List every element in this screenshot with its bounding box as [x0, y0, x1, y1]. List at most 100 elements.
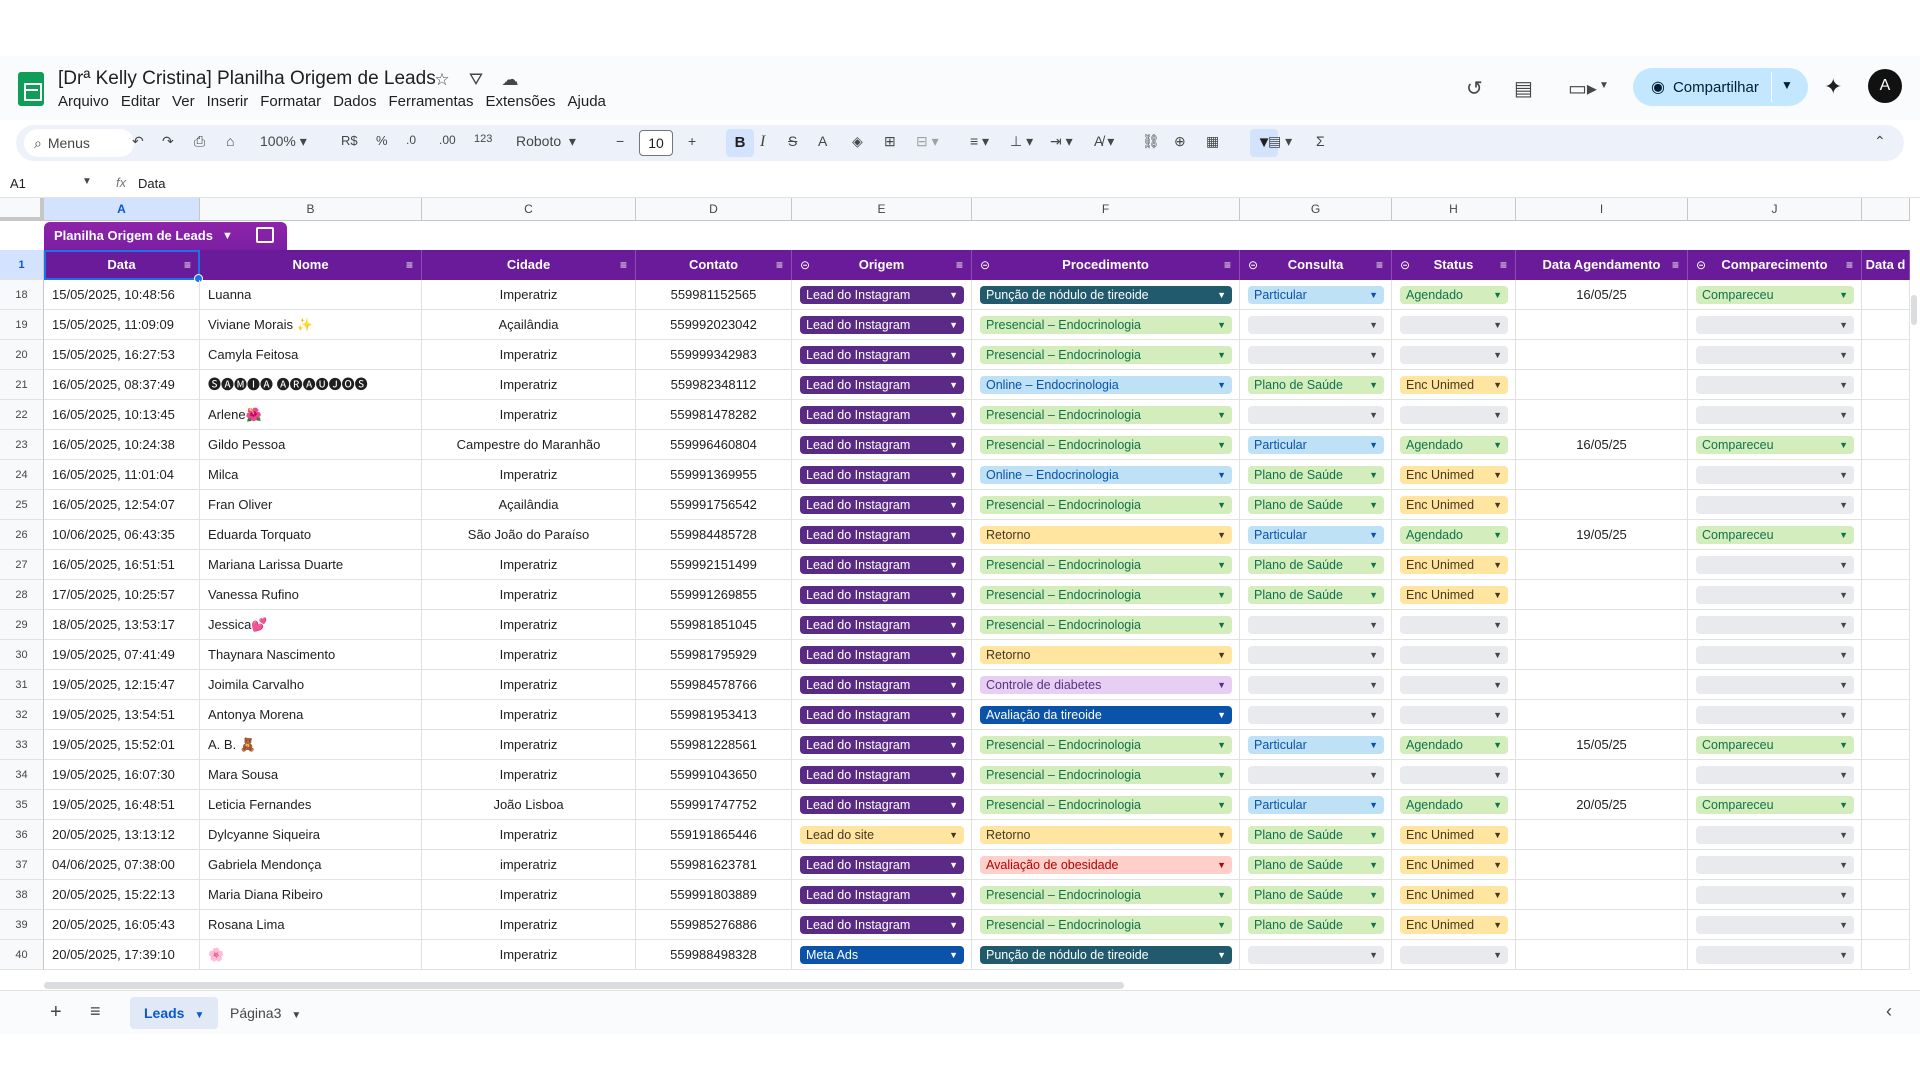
comp-cell[interactable]: Compareceu ▼ — [1688, 430, 1862, 460]
proc-dropdown-chip[interactable]: Controle de diabetes ▼ — [980, 676, 1232, 694]
sheet-tab-leads[interactable]: Leads ▼ — [130, 997, 219, 1029]
consulta-cell[interactable]: Plano de Saúde ▼ — [1240, 850, 1392, 880]
consulta-dropdown-chip[interactable]: Particular ▼ — [1248, 286, 1384, 304]
cidade-cell[interactable]: Açailândia — [422, 310, 636, 340]
nome-cell[interactable]: Thaynara Nascimento — [200, 640, 422, 670]
overflow-cell[interactable] — [1862, 370, 1910, 400]
status-dropdown-chip[interactable]: Enc Unimed ▼ — [1400, 466, 1508, 484]
column-filter-icon[interactable]: ≡ — [405, 258, 413, 272]
origem-cell[interactable]: Meta Ads ▼ — [792, 940, 972, 970]
origem-cell[interactable]: Lead do Instagram ▼ — [792, 670, 972, 700]
agend-cell[interactable] — [1516, 910, 1688, 940]
data-cell[interactable]: 16/05/2025, 10:13:45 — [44, 400, 200, 430]
agend-cell[interactable] — [1516, 370, 1688, 400]
consulta-dropdown-chip[interactable]: ▼ — [1248, 766, 1384, 784]
paint-format-icon[interactable]: ⌂ — [226, 133, 235, 149]
proc-cell[interactable]: Presencial – Endocrinologia ▼ — [972, 760, 1240, 790]
cidade-cell[interactable]: Imperatriz — [422, 280, 636, 310]
comp-dropdown-chip[interactable]: ▼ — [1696, 376, 1854, 394]
overflow-cell[interactable] — [1862, 910, 1910, 940]
proc-cell[interactable]: Presencial – Endocrinologia ▼ — [972, 550, 1240, 580]
filter-icon[interactable]: ▼ — [1250, 129, 1278, 157]
decrease-font-size-icon[interactable]: − — [616, 133, 625, 149]
status-dropdown-chip[interactable]: Enc Unimed ▼ — [1400, 586, 1508, 604]
share-menu-chevron-icon[interactable]: ▼ — [1781, 78, 1793, 92]
proc-cell[interactable]: Retorno ▼ — [972, 640, 1240, 670]
comments-icon[interactable]: ▤ — [1514, 78, 1533, 100]
overflow-cell[interactable] — [1862, 340, 1910, 370]
star-icon[interactable]: ☆ — [434, 70, 450, 89]
consulta-cell[interactable]: Plano de Saúde ▼ — [1240, 370, 1392, 400]
comp-dropdown-chip[interactable]: Compareceu ▼ — [1696, 436, 1854, 454]
proc-dropdown-chip[interactable]: Presencial – Endocrinologia ▼ — [980, 766, 1232, 784]
overflow-cell[interactable] — [1862, 880, 1910, 910]
comp-dropdown-chip[interactable]: ▼ — [1696, 586, 1854, 604]
data-cell[interactable]: 17/05/2025, 10:25:57 — [44, 580, 200, 610]
consulta-cell[interactable]: ▼ — [1240, 400, 1392, 430]
nome-cell[interactable]: Mara Sousa — [200, 760, 422, 790]
cidade-cell[interactable]: Imperatriz — [422, 940, 636, 970]
consulta-dropdown-chip[interactable]: Particular ▼ — [1248, 436, 1384, 454]
cidade-cell[interactable]: Imperatriz — [422, 760, 636, 790]
column-filter-icon[interactable]: ≡ — [1845, 258, 1853, 272]
row-header[interactable]: 25 — [0, 490, 44, 520]
menu-ferramentas[interactable]: Ferramentas — [388, 93, 474, 110]
contato-cell[interactable]: 559992151499 — [636, 550, 792, 580]
consulta-cell[interactable]: ▼ — [1240, 610, 1392, 640]
proc-cell[interactable]: Presencial – Endocrinologia ▼ — [972, 400, 1240, 430]
menu-editar[interactable]: Editar — [120, 93, 161, 110]
comp-dropdown-chip[interactable]: ▼ — [1696, 946, 1854, 964]
column-filter-icon[interactable]: ≡ — [183, 258, 191, 272]
proc-dropdown-chip[interactable]: Presencial – Endocrinologia ▼ — [980, 886, 1232, 904]
consulta-dropdown-chip[interactable]: ▼ — [1248, 616, 1384, 634]
origem-dropdown-chip[interactable]: Lead do Instagram ▼ — [800, 766, 964, 784]
consulta-dropdown-chip[interactable]: Plano de Saúde ▼ — [1248, 496, 1384, 514]
agend-cell[interactable]: 16/05/25 — [1516, 430, 1688, 460]
comp-cell[interactable]: Compareceu ▼ — [1688, 520, 1862, 550]
consulta-cell[interactable]: Plano de Saúde ▼ — [1240, 550, 1392, 580]
proc-dropdown-chip[interactable]: Online – Endocrinologia ▼ — [980, 376, 1232, 394]
consulta-dropdown-chip[interactable]: Plano de Saúde ▼ — [1248, 376, 1384, 394]
overflow-cell[interactable] — [1862, 940, 1910, 970]
vertical-scroll-thumb[interactable] — [1911, 295, 1917, 325]
formula-input[interactable]: Data — [138, 176, 166, 191]
status-dropdown-chip[interactable]: Enc Unimed ▼ — [1400, 916, 1508, 934]
zoom-select[interactable]: 100% ▾ — [260, 133, 307, 149]
increase-decimal-button[interactable]: .00 — [439, 133, 456, 147]
origem-dropdown-chip[interactable]: Lead do Instagram ▼ — [800, 646, 964, 664]
agend-cell[interactable]: 15/05/25 — [1516, 730, 1688, 760]
nome-cell[interactable]: Antonya Morena — [200, 700, 422, 730]
status-dropdown-chip[interactable]: Agendado ▼ — [1400, 736, 1508, 754]
cidade-cell[interactable]: Imperatriz — [422, 880, 636, 910]
cloud-saved-icon[interactable]: ☁ — [501, 70, 519, 89]
origem-dropdown-chip[interactable]: Lead do Instagram ▼ — [800, 616, 964, 634]
row-header[interactable]: 28 — [0, 580, 44, 610]
data-cell[interactable]: 16/05/2025, 10:24:38 — [44, 430, 200, 460]
overflow-cell[interactable] — [1862, 490, 1910, 520]
proc-dropdown-chip[interactable]: Presencial – Endocrinologia ▼ — [980, 916, 1232, 934]
origem-dropdown-chip[interactable]: Lead do Instagram ▼ — [800, 466, 964, 484]
font-size-input[interactable]: 10 — [639, 130, 673, 156]
comp-dropdown-chip[interactable]: ▼ — [1696, 316, 1854, 334]
cidade-cell[interactable]: Imperatriz — [422, 910, 636, 940]
row-header[interactable]: 35 — [0, 790, 44, 820]
horizontal-align-icon[interactable]: ≡ ▾ — [970, 133, 990, 149]
proc-cell[interactable]: Presencial – Endocrinologia ▼ — [972, 880, 1240, 910]
header-cell-0[interactable]: Data ≡ — [44, 250, 200, 280]
contato-cell[interactable]: 559981478282 — [636, 400, 792, 430]
nome-cell[interactable]: A. B. 🧸 — [200, 730, 422, 760]
origem-cell[interactable]: Lead do Instagram ▼ — [792, 760, 972, 790]
origem-cell[interactable]: Lead do Instagram ▼ — [792, 790, 972, 820]
status-dropdown-chip[interactable]: Agendado ▼ — [1400, 796, 1508, 814]
overflow-cell[interactable] — [1862, 550, 1910, 580]
status-cell[interactable]: ▼ — [1392, 310, 1516, 340]
comp-cell[interactable]: ▼ — [1688, 880, 1862, 910]
status-cell[interactable]: Agendado ▼ — [1392, 280, 1516, 310]
chevron-down-icon[interactable]: ▼ — [194, 1010, 205, 1021]
sheet-nav-left-icon[interactable]: ‹ — [1886, 1001, 1892, 1021]
status-cell[interactable]: Enc Unimed ▼ — [1392, 460, 1516, 490]
consulta-cell[interactable]: Plano de Saúde ▼ — [1240, 910, 1392, 940]
status-dropdown-chip[interactable]: Enc Unimed ▼ — [1400, 856, 1508, 874]
proc-cell[interactable]: Presencial – Endocrinologia ▼ — [972, 340, 1240, 370]
chevron-down-icon[interactable]: ▼ — [222, 230, 233, 242]
